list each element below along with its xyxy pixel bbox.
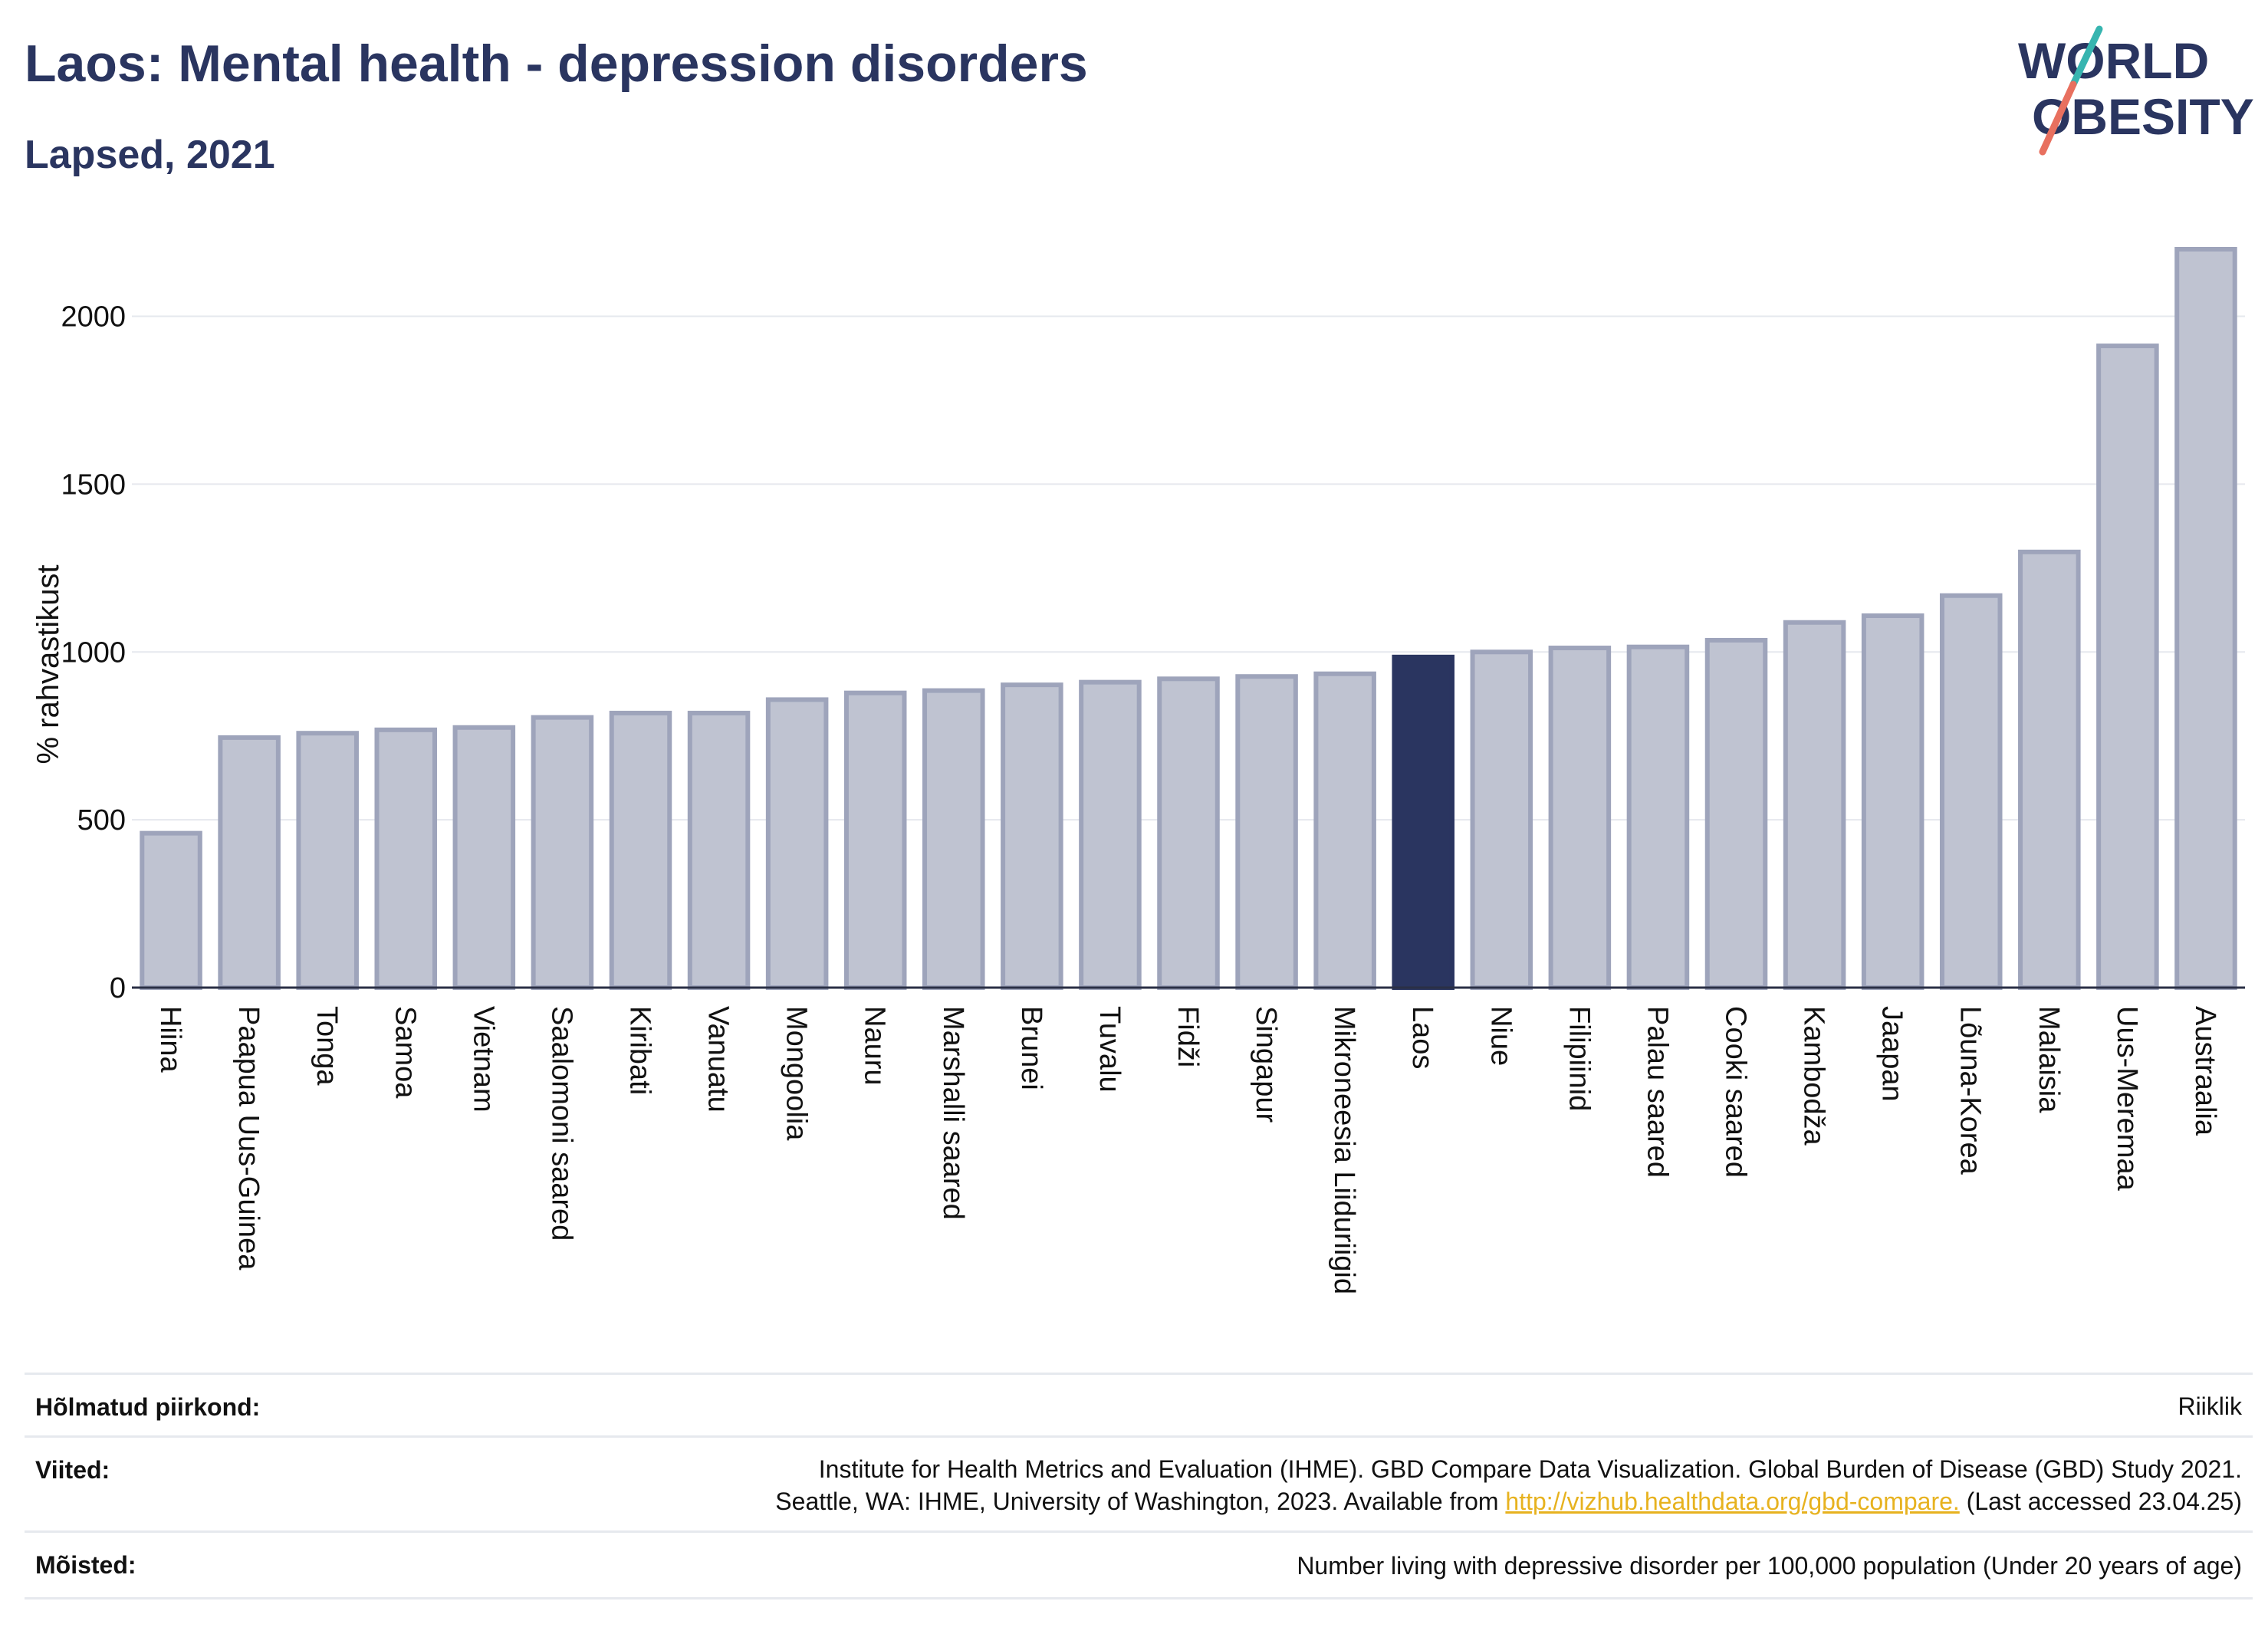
x-tick-label: Singapur <box>1250 1006 1282 1123</box>
x-tick-label: Brunei <box>1015 1006 1047 1090</box>
bar-samoa[interactable] <box>374 727 438 990</box>
bar-singapur[interactable] <box>1235 674 1298 990</box>
bar-filipiinid[interactable] <box>1548 646 1612 991</box>
bar-l-una-korea[interactable] <box>1939 593 2003 990</box>
x-tick-label: Lõuna-Korea <box>1954 1006 1987 1175</box>
y-tick-label: 2000 <box>61 301 126 334</box>
logo-slash-teal <box>2069 25 2103 88</box>
bar-palau-saared[interactable] <box>1626 644 1690 991</box>
bar-tonga[interactable] <box>296 731 359 990</box>
bar-paapua-uus-guinea[interactable] <box>218 735 281 990</box>
bar-vanuatu[interactable] <box>687 710 751 990</box>
definitions-value: Number living with depressive disorder p… <box>1297 1552 2242 1580</box>
info-row-region: Hõlmatud piirkond: Riiklik <box>25 1373 2253 1436</box>
x-tick-label: Niue <box>1484 1006 1517 1066</box>
bar-mikroneesia-liiduriigid[interactable] <box>1313 671 1376 990</box>
y-tick-label: 500 <box>77 804 126 837</box>
region-label: Hõlmatud piirkond: <box>35 1393 261 1421</box>
definitions-label: Mõisted: <box>35 1551 136 1579</box>
x-tick-label: Fidži <box>1172 1006 1204 1067</box>
x-tick-label: Saalomoni saared <box>545 1006 577 1241</box>
x-tick-label: Paapua Uus-Guinea <box>232 1006 265 1271</box>
bar-saalomoni-saared[interactable] <box>531 715 594 990</box>
references-line-2-prefix: Seattle, WA: IHME, University of Washing… <box>775 1488 1499 1515</box>
bar-kambod-a[interactable] <box>1783 620 1846 991</box>
axes: 0 500 1000 1500 2000 Hiina Paapua Uus-Guinea To… <box>61 301 2245 1294</box>
bar-laos[interactable] <box>1392 654 1454 990</box>
bar-brunei[interactable] <box>1001 682 1063 990</box>
x-tick-label: Tuvalu <box>1093 1006 1126 1093</box>
x-tick-label: Marshalli saared <box>937 1006 969 1220</box>
chart-subtitle: Lapsed, 2021 <box>25 133 275 177</box>
references-label: Viited: <box>35 1456 110 1484</box>
x-tick-label: Palau saared <box>1641 1006 1673 1178</box>
bar-tuvalu[interactable] <box>1079 679 1142 990</box>
x-tick-label: Tonga <box>311 1006 343 1086</box>
x-tick-label: Jaapan <box>1876 1006 1908 1102</box>
x-tick-label: Samoa <box>389 1006 421 1099</box>
logo-word-world: WORLD <box>2018 32 2209 89</box>
x-tick-label: Mikroneesia Liiduriigid <box>1328 1006 1360 1294</box>
info-row-references: Viited: Institute for Health Metrics and… <box>25 1435 2253 1531</box>
x-tick-label: Mongoolia <box>781 1006 813 1141</box>
references-line-2: Seattle, WA: IHME, University of Washing… <box>775 1485 2242 1517</box>
bar-niue[interactable] <box>1470 649 1533 990</box>
bars <box>140 247 2237 991</box>
references-line-2-suffix: (Last accessed 23.04.25) <box>1966 1488 2242 1515</box>
y-tick-label: 1500 <box>61 469 126 501</box>
references-line-1: Institute for Health Metrics and Evaluat… <box>818 1455 2242 1483</box>
x-tick-label: Kiribati <box>623 1006 656 1095</box>
bar-chart: 0 500 1000 1500 2000 Hiina Paapua Uus-Guinea To… <box>31 247 2245 1294</box>
bar-uus-meremaa[interactable] <box>2096 344 2159 991</box>
info-row-definitions: Mõisted: Number living with depressive d… <box>25 1530 2253 1599</box>
x-tick-label: Laos <box>1406 1006 1438 1069</box>
logo-slash-coral <box>2039 81 2077 156</box>
x-tick-label: Vanuatu <box>702 1006 735 1113</box>
x-tick-label: Vietnam <box>467 1006 499 1113</box>
bar-mongoolia[interactable] <box>765 697 829 990</box>
y-axis-label: % rahvastikust <box>31 564 65 764</box>
y-tick-label: 1000 <box>61 636 126 669</box>
y-tick-label: 0 <box>110 972 126 1004</box>
x-tick-label: Austraalia <box>2189 1006 2221 1136</box>
bar-jaapan[interactable] <box>1861 613 1925 990</box>
bar-nauru[interactable] <box>843 690 907 991</box>
x-tick-label: Cooki saared <box>1720 1006 1752 1178</box>
bar-hiina[interactable] <box>140 830 202 991</box>
bar-fid-i[interactable] <box>1157 676 1220 990</box>
bar-marshalli-saared[interactable] <box>922 688 985 991</box>
region-value: Riiklik <box>2178 1392 2242 1420</box>
x-tick-label: Nauru <box>859 1006 891 1086</box>
x-tick-label: Hiina <box>154 1006 186 1073</box>
bar-austraalia[interactable] <box>2174 247 2237 990</box>
references-link[interactable]: http://vizhub.healthdata.org/gbd-compare… <box>1505 1488 1960 1515</box>
chart-title: Laos: Mental health - depression disorde… <box>25 35 1088 93</box>
references-value: Institute for Health Metrics and Evaluat… <box>775 1453 2242 1517</box>
x-tick-label: Kambodža <box>1798 1006 1830 1146</box>
bar-malaisia[interactable] <box>2018 549 2081 990</box>
bar-cooki-saared[interactable] <box>1704 637 1768 990</box>
x-tick-label: Uus-Meremaa <box>2111 1006 2143 1192</box>
bar-vietnam[interactable] <box>452 725 516 990</box>
x-tick-label: Malaisia <box>2033 1006 2065 1113</box>
world-obesity-logo: WORLD OBESITY <box>2018 25 2254 156</box>
bar-kiribati[interactable] <box>609 710 672 990</box>
x-tick-label: Filipiinid <box>1563 1006 1595 1111</box>
